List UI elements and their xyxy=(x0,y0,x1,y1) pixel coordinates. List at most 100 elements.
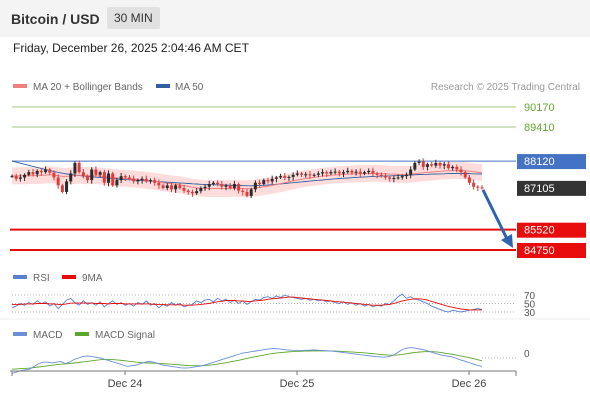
candle-body xyxy=(354,171,358,173)
credit-text: Research © 2025 Trading Central xyxy=(431,82,580,93)
candle-body xyxy=(35,170,39,175)
candle-body xyxy=(287,176,291,178)
candle-body xyxy=(430,164,434,166)
forecast-arrow-line xyxy=(481,189,510,242)
rsi-ma-legend-label: 9MA xyxy=(82,273,103,284)
candle-body xyxy=(60,185,64,192)
candle-body xyxy=(65,181,69,192)
candle-body xyxy=(363,172,366,174)
level-label-89410: 89410 xyxy=(524,122,555,134)
level-label-87105: 87105 xyxy=(524,183,555,195)
level-tag-84750 xyxy=(517,243,586,258)
candle-body xyxy=(44,169,48,173)
candle-body xyxy=(459,169,463,173)
candle-body xyxy=(98,172,102,175)
macd-zero-label: 0 xyxy=(524,349,530,360)
candle-body xyxy=(69,173,73,182)
ma20-legend-swatch xyxy=(13,84,27,88)
timeframe-button[interactable]: 30 MIN xyxy=(107,7,160,29)
candle-body xyxy=(421,161,425,167)
candle-body xyxy=(388,177,392,179)
candle-body xyxy=(342,172,346,174)
candle-body xyxy=(270,178,274,182)
macd-signal-line xyxy=(11,350,483,370)
candle-body xyxy=(161,185,165,188)
macd-signal-legend-label: MACD Signal xyxy=(95,330,155,341)
rsi-ma-line xyxy=(12,296,482,311)
candle-body xyxy=(417,161,421,163)
candle-body xyxy=(476,186,480,188)
candle-body xyxy=(329,172,333,174)
candle-body xyxy=(451,166,455,169)
candle-body xyxy=(258,182,262,185)
candle-body xyxy=(274,177,278,179)
header-bar: Bitcoin / USD 30 MIN xyxy=(0,0,590,37)
candle-body xyxy=(358,171,362,174)
level-tag-85520 xyxy=(517,222,586,238)
candle-body xyxy=(383,176,387,178)
candle-body xyxy=(321,172,325,174)
candle-body xyxy=(39,170,43,173)
candle-body xyxy=(455,166,459,170)
candle-body xyxy=(81,172,85,177)
candle-body xyxy=(316,173,320,175)
candle-body xyxy=(249,189,253,196)
candle-body xyxy=(312,174,316,176)
candle-body xyxy=(23,174,27,178)
candle-body xyxy=(90,169,94,181)
candle-body xyxy=(148,180,152,182)
candle-body xyxy=(300,173,304,175)
candle-body xyxy=(333,171,337,173)
candle-body xyxy=(123,176,127,178)
candle-body xyxy=(111,173,115,186)
level-tag-88120 xyxy=(517,154,586,170)
candle-body xyxy=(266,180,270,182)
candle-body xyxy=(195,191,199,194)
candle-body xyxy=(107,173,111,183)
macd-legend-swatch xyxy=(13,332,27,336)
candle-body xyxy=(304,174,308,176)
candle-body xyxy=(224,185,228,187)
candle-body xyxy=(472,182,476,187)
macd-legend-label: MACD xyxy=(33,330,62,341)
candle-body xyxy=(144,178,148,182)
candle-body xyxy=(232,184,236,188)
candle-body xyxy=(438,162,442,166)
candle-body xyxy=(199,187,203,192)
candle-body xyxy=(48,169,52,173)
level-label-85520: 85520 xyxy=(524,225,555,237)
instrument-title: Bitcoin / USD xyxy=(11,11,100,27)
level-label-88120: 88120 xyxy=(524,156,555,168)
ma50-legend-label: MA 50 xyxy=(175,82,204,93)
candle-body xyxy=(446,164,450,169)
candle-body xyxy=(350,170,354,173)
candle-body xyxy=(10,176,14,178)
rsi-level-label-70: 70 xyxy=(524,291,536,302)
candle-body xyxy=(253,182,257,190)
candle-body xyxy=(119,176,123,181)
candle-body xyxy=(425,164,429,167)
candle-body xyxy=(14,176,18,179)
candle-body xyxy=(132,178,136,182)
candle-body xyxy=(186,190,190,192)
candle-body xyxy=(94,169,98,175)
candle-body xyxy=(262,180,266,185)
ma50-legend-swatch xyxy=(156,84,170,88)
macd-line xyxy=(11,347,483,374)
candle-body xyxy=(77,162,81,173)
candle-body xyxy=(346,170,350,173)
rsi-legend-label: RSI xyxy=(33,273,50,284)
candle-body xyxy=(153,180,157,183)
candle-body xyxy=(325,172,329,174)
candle-body xyxy=(396,177,400,179)
candle-body xyxy=(467,177,471,183)
candle-body xyxy=(245,191,249,196)
candle-body xyxy=(434,162,438,166)
candle-body xyxy=(375,173,379,175)
candle-body xyxy=(413,162,417,170)
candle-body xyxy=(207,184,211,187)
rsi-level-label-30: 30 xyxy=(524,308,536,319)
candle-body xyxy=(220,184,224,187)
x-tick-label: Dec 26 xyxy=(452,378,487,390)
candle-body xyxy=(102,172,106,183)
